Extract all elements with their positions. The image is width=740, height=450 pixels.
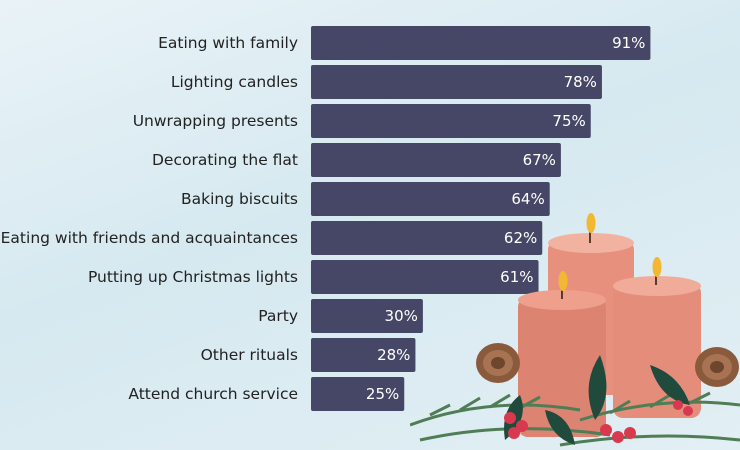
value-label-0: 91% xyxy=(612,34,645,52)
value-label-7: 30% xyxy=(385,307,418,325)
category-label-2: Unwrapping presents xyxy=(133,112,298,130)
bar-0 xyxy=(311,26,651,60)
holly-leaves xyxy=(504,355,690,445)
bar-6 xyxy=(311,260,539,294)
category-label-9: Attend church service xyxy=(128,385,298,403)
category-label-7: Party xyxy=(258,307,298,325)
bar-9 xyxy=(311,377,405,411)
value-label-9: 25% xyxy=(366,385,399,403)
category-label-3: Decorating the flat xyxy=(152,151,298,169)
bar-5 xyxy=(311,221,543,255)
bar-3 xyxy=(311,143,561,177)
category-label-6: Putting up Christmas lights xyxy=(88,268,298,286)
value-label-6: 61% xyxy=(500,268,533,286)
bar-4 xyxy=(311,182,550,216)
category-label-5: Eating with friends and acquaintances xyxy=(1,229,298,247)
pine-cone-right xyxy=(695,347,739,387)
category-label-0: Eating with family xyxy=(158,34,298,52)
value-label-8: 28% xyxy=(377,346,410,364)
category-label-8: Other rituals xyxy=(201,346,298,364)
bar-2 xyxy=(311,104,591,138)
candle-front xyxy=(518,271,606,437)
bar-1 xyxy=(311,65,602,99)
value-label-2: 75% xyxy=(552,112,585,130)
bar-8 xyxy=(311,338,416,372)
value-label-1: 78% xyxy=(564,73,597,91)
christmas-candles-decoration xyxy=(410,213,740,447)
value-label-4: 64% xyxy=(511,190,544,208)
value-label-5: 62% xyxy=(504,229,537,247)
candle-right xyxy=(613,257,701,418)
holly-berries xyxy=(504,400,693,443)
value-label-3: 67% xyxy=(523,151,556,169)
pine-cone-left xyxy=(476,343,520,383)
category-label-4: Baking biscuits xyxy=(181,190,298,208)
category-label-1: Lighting candles xyxy=(171,73,298,91)
bar-7 xyxy=(311,299,423,333)
